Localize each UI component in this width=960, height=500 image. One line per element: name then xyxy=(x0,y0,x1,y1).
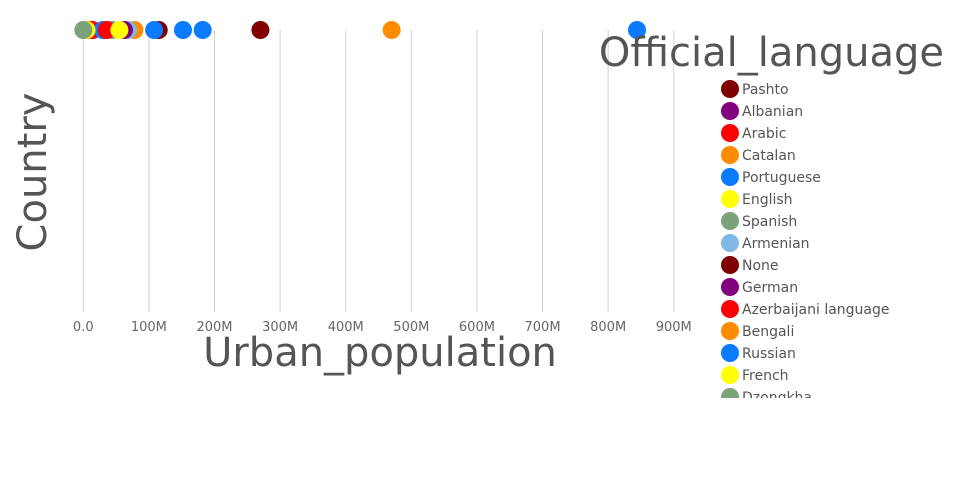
grid-lines xyxy=(82,30,675,312)
legend-marker xyxy=(721,124,739,142)
legend: Pashto Albanian Arabic Catalan Portuguese Eng… xyxy=(721,80,890,406)
legend-item: German xyxy=(721,278,798,296)
legend-item: Spanish xyxy=(721,212,797,230)
legend-label: Catalan xyxy=(742,148,796,164)
legend-label: Pashto xyxy=(742,82,789,98)
y-axis-title: Country xyxy=(10,93,56,252)
data-point xyxy=(74,21,93,39)
legend-marker xyxy=(721,212,739,230)
legend-item: English xyxy=(721,190,793,208)
legend-marker xyxy=(721,344,739,362)
x-tick-label: 700M xyxy=(525,320,561,335)
legend-label: None xyxy=(742,258,779,274)
legend-title: Official_language xyxy=(599,30,944,76)
legend-marker xyxy=(721,388,739,398)
legend-label: Portuguese xyxy=(742,170,821,186)
data-point xyxy=(382,21,401,39)
legend-item: French xyxy=(721,366,789,384)
legend-label: Arabic xyxy=(742,126,786,142)
x-tick-label: 800M xyxy=(590,320,626,335)
data-points xyxy=(74,21,647,39)
legend-label: Azerbaijani language xyxy=(742,302,890,318)
x-tick-label: 300M xyxy=(262,320,298,335)
x-axis-title: Urban_population xyxy=(203,330,557,376)
legend-marker xyxy=(721,190,739,208)
data-point xyxy=(193,21,212,39)
data-point xyxy=(110,21,129,39)
x-tick-label: 400M xyxy=(328,320,364,335)
legend-label: English xyxy=(742,192,793,208)
data-point xyxy=(251,21,270,39)
legend-label: Spanish xyxy=(742,214,797,230)
legend-marker xyxy=(721,146,739,164)
data-point xyxy=(145,21,164,39)
legend-marker xyxy=(721,366,739,384)
legend-item: Albanian xyxy=(721,102,803,120)
data-point xyxy=(97,21,116,39)
legend-item: Arabic xyxy=(721,124,786,142)
x-tick-label: 0.0 xyxy=(73,320,94,335)
legend-label: Albanian xyxy=(742,104,803,120)
legend-marker xyxy=(721,168,739,186)
legend-label: French xyxy=(742,368,789,384)
legend-marker xyxy=(721,234,739,252)
x-tick-label: 200M xyxy=(196,320,232,335)
legend-item: Catalan xyxy=(721,146,796,164)
legend-marker xyxy=(721,278,739,296)
data-point xyxy=(628,21,647,39)
x-tick-label: 500M xyxy=(393,320,429,335)
legend-marker xyxy=(721,102,739,120)
legend-marker xyxy=(721,300,739,318)
legend-item: Azerbaijani language xyxy=(721,300,890,318)
legend-item: None xyxy=(721,256,779,274)
legend-marker xyxy=(721,322,739,340)
legend-item: Dzongkha xyxy=(721,388,812,406)
x-tick-label: 600M xyxy=(459,320,495,335)
x-tick-label: 900M xyxy=(656,320,692,335)
legend-item: Russian xyxy=(721,344,796,362)
legend-item: Armenian xyxy=(721,234,810,252)
data-point xyxy=(174,21,193,39)
legend-item: Portuguese xyxy=(721,168,821,186)
legend-label: Bengali xyxy=(742,324,794,340)
legend-label: Russian xyxy=(742,346,796,362)
legend-item: Bengali xyxy=(721,322,794,340)
legend-marker xyxy=(721,80,739,98)
x-axis-ticks: 0.0 100M 200M 300M 400M 500M 600M 700M 800M 900M xyxy=(73,320,692,335)
legend-marker xyxy=(721,256,739,274)
legend-label: Armenian xyxy=(742,236,810,252)
legend-label: Dzongkha xyxy=(742,390,812,406)
legend-item: Pashto xyxy=(721,80,789,98)
x-tick-label: 100M xyxy=(131,320,167,335)
legend-label: German xyxy=(742,280,798,296)
